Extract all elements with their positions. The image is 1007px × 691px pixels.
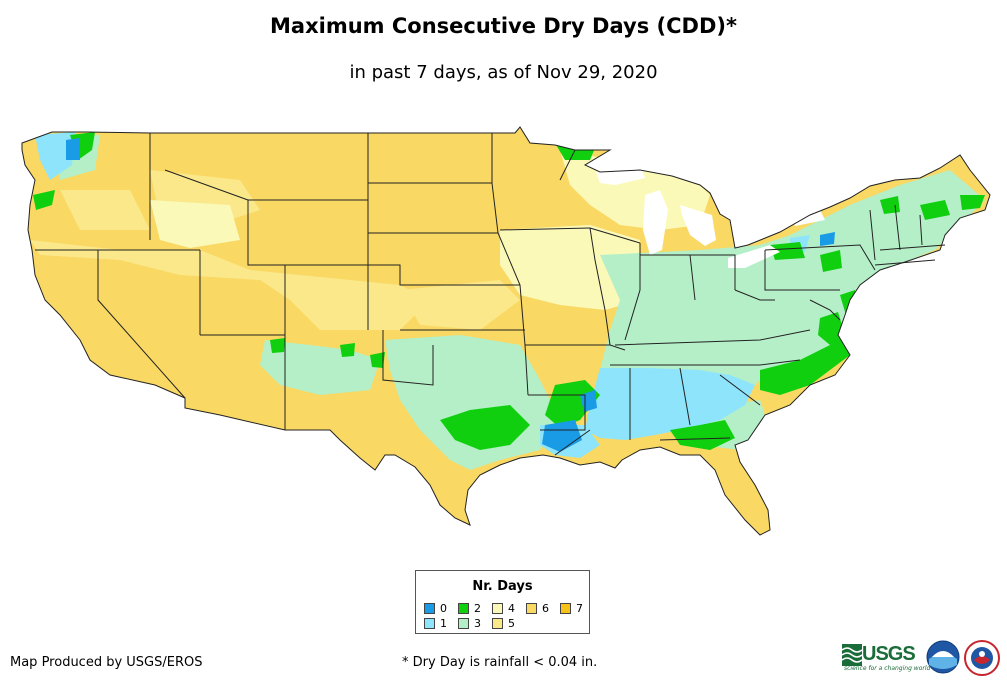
legend-swatch-6 <box>526 603 537 614</box>
legend-swatch-3 <box>458 618 469 629</box>
legend-item-6: 6 <box>526 603 549 615</box>
usgs-tagline: science for a changing world <box>844 665 931 672</box>
legend-item-2: 2 <box>458 603 481 615</box>
legend-title: Nr. Days <box>472 579 533 594</box>
legend-swatch-1 <box>424 618 435 629</box>
legend-item-5: 5 <box>492 618 515 630</box>
legend-swatch-0 <box>424 603 435 614</box>
legend-swatch-2 <box>458 603 469 614</box>
usgs-logo: USGS <box>862 643 916 665</box>
legend-swatch-7 <box>560 603 571 614</box>
map-legend: Nr. Days 0 1 2 3 4 5 6 7 <box>415 570 590 634</box>
legend-item-1: 1 <box>424 618 447 630</box>
national-weather-service-logo <box>964 640 1000 676</box>
legend-item-3: 3 <box>458 618 481 630</box>
noaa-logo <box>926 640 960 674</box>
legend-item-0: 0 <box>424 603 447 615</box>
dry-day-footnote: * Dry Day is rainfall < 0.04 in. <box>402 655 598 670</box>
map-title: Maximum Consecutive Dry Days (CDD)* <box>270 14 737 38</box>
map-credit: Map Produced by USGS/EROS <box>10 655 203 670</box>
agency-logos: USGS science for a changing world <box>842 640 1002 678</box>
map-subtitle: in past 7 days, as of Nov 29, 2020 <box>349 62 658 83</box>
legend-item-4: 4 <box>492 603 515 615</box>
legend-swatch-5 <box>492 618 503 629</box>
legend-item-7: 7 <box>560 603 583 615</box>
usgs-wave-icon <box>842 644 862 666</box>
legend-swatch-4 <box>492 603 503 614</box>
